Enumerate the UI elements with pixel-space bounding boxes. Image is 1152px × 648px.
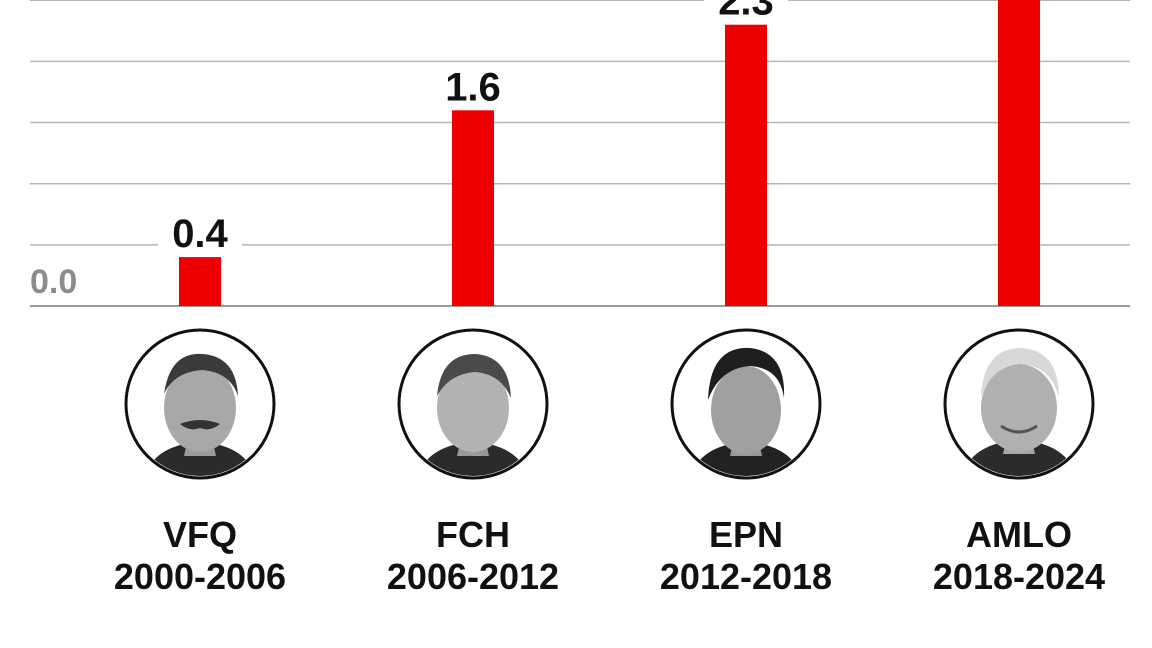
bar-chart: 0.4 1.6 2.3 0.0 bbox=[30, 0, 1130, 307]
person-amlo: AMLO 2018-2024 bbox=[899, 328, 1139, 599]
bar-epn bbox=[725, 24, 767, 306]
value-label-epn: 2.3 bbox=[718, 0, 774, 24]
bar-fch bbox=[452, 110, 494, 306]
person-vfq: VFQ 2000-2006 bbox=[80, 328, 320, 599]
term-years: 2018-2024 bbox=[932, 556, 1106, 597]
label-knockout bbox=[158, 211, 242, 252]
label-knockout bbox=[704, 0, 788, 19]
term-years: 2006-2012 bbox=[386, 556, 560, 597]
president-initials: AMLO bbox=[966, 514, 1072, 555]
value-label-fch: 1.6 bbox=[445, 65, 501, 109]
term-years: 2012-2018 bbox=[659, 556, 833, 597]
president-initials: EPN bbox=[708, 514, 784, 555]
portrait-icon bbox=[943, 328, 1095, 480]
term-years: 2000-2006 bbox=[113, 556, 287, 597]
portrait-icon bbox=[397, 328, 549, 480]
value-labels: 0.4 1.6 2.3 bbox=[158, 0, 788, 256]
president-initials: FCH bbox=[436, 514, 510, 555]
portrait-icon bbox=[124, 328, 276, 480]
value-label-vfq: 0.4 bbox=[172, 212, 228, 256]
president-initials: VFQ bbox=[162, 514, 237, 555]
bar-amlo bbox=[998, 0, 1040, 306]
portrait-icon bbox=[670, 328, 822, 480]
baseline-label: 0.0 bbox=[30, 263, 77, 301]
person-fch: FCH 2006-2012 bbox=[353, 328, 593, 599]
person-epn: EPN 2012-2018 bbox=[626, 328, 866, 599]
bar-vfq bbox=[179, 257, 221, 306]
bars bbox=[179, 0, 1040, 306]
label-knockout bbox=[431, 64, 515, 105]
